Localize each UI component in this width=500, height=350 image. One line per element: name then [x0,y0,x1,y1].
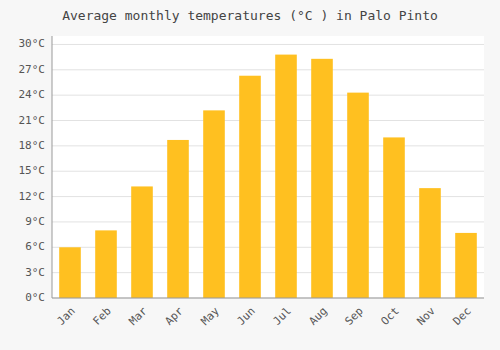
x-tick-label: Nov [415,304,439,328]
x-tick-label: Oct [379,305,402,328]
y-tick-label: 0°C [25,291,45,304]
bar [95,230,117,298]
bar [239,76,261,298]
grid-line [52,120,484,121]
bar [311,59,333,298]
plot-background [52,36,484,298]
y-tick-label: 15°C [19,164,46,177]
grid-line [52,69,484,70]
y-axis: 0°C 3°C 6°C 9°C 12°C 15°C 18°C 21°C 24°C 27°C 30°C [19,37,485,304]
bar [419,188,441,298]
bar [203,110,225,298]
x-tick-label: Aug [307,305,330,328]
bar [167,140,189,298]
bars [59,55,477,298]
y-tick-label: 18°C [19,139,46,152]
x-tick-label: Feb [91,305,114,328]
y-tick-label: 9°C [25,215,45,228]
y-tick-label: 12°C [19,190,46,203]
bar [455,233,477,298]
x-tick-label: Apr [163,304,187,328]
y-axis-line [52,36,53,298]
y-tick-label: 24°C [19,88,46,101]
x-tick-label: Mar [127,304,151,328]
grid-line [52,171,484,172]
bar [383,137,405,298]
x-tick-label: Jun [235,305,258,328]
x-tick-label: May [199,304,223,328]
x-tick-label: Jul [271,305,294,328]
title: Average monthly temperatures (°C ) in Pa… [62,8,438,23]
y-tick-label: 30°C [19,37,46,50]
y-tick-label: 27°C [19,63,46,76]
bar [131,186,153,298]
y-tick-label: 21°C [19,114,46,127]
chart-container: 0°C 3°C 6°C 9°C 12°C 15°C 18°C 21°C 24°C 27°C 30°C… [0,0,500,350]
grid-line [52,95,484,96]
bar [347,93,369,298]
x-tick-label: Dec [451,305,474,328]
x-tick-label: Sep [343,305,366,328]
grid-line [52,44,484,45]
grid-line [52,298,484,299]
x-tick-label: Jan [55,305,78,328]
chart: 0°C 3°C 6°C 9°C 12°C 15°C 18°C 21°C 24°C 27°C 30°C… [0,0,500,350]
x-axis-line [52,298,484,299]
y-tick-label: 3°C [25,266,45,279]
x-axis: Jan Feb Mar Apr May Jun Jul Aug Sep Oct Nov Dec [55,304,474,328]
bar [59,247,81,298]
grid-line [52,145,484,146]
y-tick-label: 6°C [25,240,45,253]
bar [275,55,297,298]
